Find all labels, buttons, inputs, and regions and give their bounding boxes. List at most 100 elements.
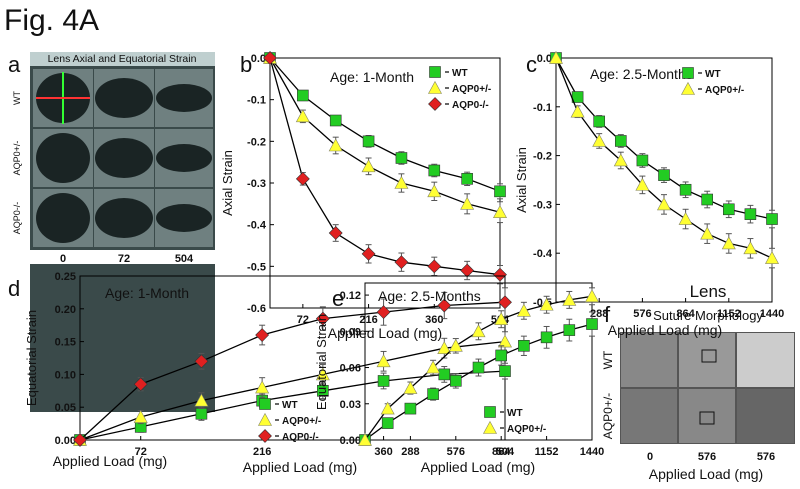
marker (437, 298, 452, 313)
marker (315, 367, 330, 381)
marker (404, 402, 417, 415)
legend-swatch (482, 420, 498, 434)
marker (460, 263, 475, 278)
legend-label: AQP0+/- (705, 85, 744, 96)
marker (584, 289, 600, 303)
marker (329, 114, 342, 127)
panel-label: e (332, 286, 344, 311)
marker (613, 153, 628, 167)
y-axis-label: Axial Strain (514, 147, 529, 213)
row-label: AQP0-/- (12, 202, 22, 235)
marker (460, 196, 475, 210)
legend-label: AQP0+/- (452, 84, 491, 95)
col-label: 576 (698, 451, 716, 463)
marker (499, 365, 511, 377)
marker (563, 324, 576, 336)
legend-label: AQP0+/- (282, 416, 321, 427)
y-tick-label: 0.15 (55, 337, 76, 349)
marker (658, 169, 670, 181)
x-tick-label: 1440 (580, 446, 604, 458)
marker (357, 432, 373, 446)
marker (593, 115, 606, 128)
y-axis-label: Axial Strain (220, 150, 235, 216)
y-axis-label: Equatorial Strain (24, 310, 39, 406)
marker (195, 407, 208, 420)
marker (376, 305, 391, 320)
marker (426, 360, 441, 374)
x-axis-label: Applied Load (mg) (649, 466, 763, 482)
figure-title: Fig. 4A (4, 4, 99, 37)
marker (297, 89, 309, 102)
y-tick-label: 0.00 (340, 435, 361, 447)
marker (493, 267, 507, 282)
photo-header (30, 52, 215, 66)
legend-swatch (484, 406, 496, 418)
x-axis-label: Applied Load (mg) (53, 453, 167, 469)
y-tick-label: 0.0 (537, 53, 552, 65)
marker (744, 208, 757, 220)
row-label: WT (601, 350, 615, 369)
panel-title: Lens Axial and Equatorial Strain (48, 53, 197, 65)
marker (449, 375, 462, 387)
legend-label: AQP0-/- (282, 432, 319, 443)
y-tick-label: -0.2 (247, 136, 266, 148)
marker (494, 185, 506, 198)
y-tick-label: -0.4 (533, 248, 553, 260)
marker (403, 380, 418, 394)
photo-cells (621, 333, 794, 443)
marker (614, 135, 627, 147)
marker (548, 50, 564, 64)
marker (427, 388, 439, 400)
row-label: WT (12, 91, 22, 105)
x-tick-label: 1440 (760, 308, 784, 320)
annotation: Age: 1-Month (330, 69, 414, 85)
marker (394, 175, 409, 189)
marker (194, 354, 209, 369)
x-tick-label: 72 (135, 446, 147, 458)
marker (133, 409, 148, 423)
panel-subtitle: Suture Morphology (653, 308, 763, 323)
marker (764, 250, 780, 264)
fit-line (364, 323, 593, 441)
marker (328, 226, 343, 240)
marker (636, 154, 649, 167)
marker (362, 135, 375, 148)
marker (295, 171, 310, 186)
panel-label: a (8, 52, 21, 77)
x-axis-label: Applied Load (mg) (608, 322, 722, 338)
marker (656, 197, 672, 211)
x-tick-label: 1152 (717, 308, 741, 320)
col-label: 0 (60, 253, 66, 265)
y-tick-label: -0.6 (247, 303, 266, 315)
marker (492, 205, 508, 218)
panel-title: Lens (690, 282, 727, 301)
legend-swatch (682, 67, 694, 79)
marker (394, 255, 409, 270)
x-tick-label: 216 (253, 446, 271, 458)
y-tick-label: -0.1 (533, 102, 552, 114)
legend-swatch (429, 66, 441, 78)
marker (437, 341, 452, 354)
col-label: 576 (757, 451, 775, 463)
y-tick-label: 0.03 (340, 399, 361, 411)
legend-label: WT (452, 68, 468, 79)
y-tick-label: -0.3 (533, 199, 552, 211)
marker (498, 295, 512, 310)
marker (678, 211, 693, 225)
x-tick-label: 576 (447, 446, 465, 458)
marker (461, 173, 473, 185)
marker (361, 159, 376, 173)
panel-label: d (8, 276, 20, 301)
x-tick-label: 864 (492, 446, 511, 458)
y-tick-label: 0.05 (55, 402, 76, 414)
marker (516, 303, 531, 317)
marker (494, 312, 509, 326)
marker (427, 184, 442, 198)
annotation: Age: 2.5-Months (378, 288, 481, 304)
plot-frame (364, 282, 593, 441)
marker (263, 51, 277, 65)
marker (495, 349, 508, 362)
marker (381, 417, 394, 429)
marker (427, 259, 442, 274)
legend-swatch (428, 97, 442, 111)
